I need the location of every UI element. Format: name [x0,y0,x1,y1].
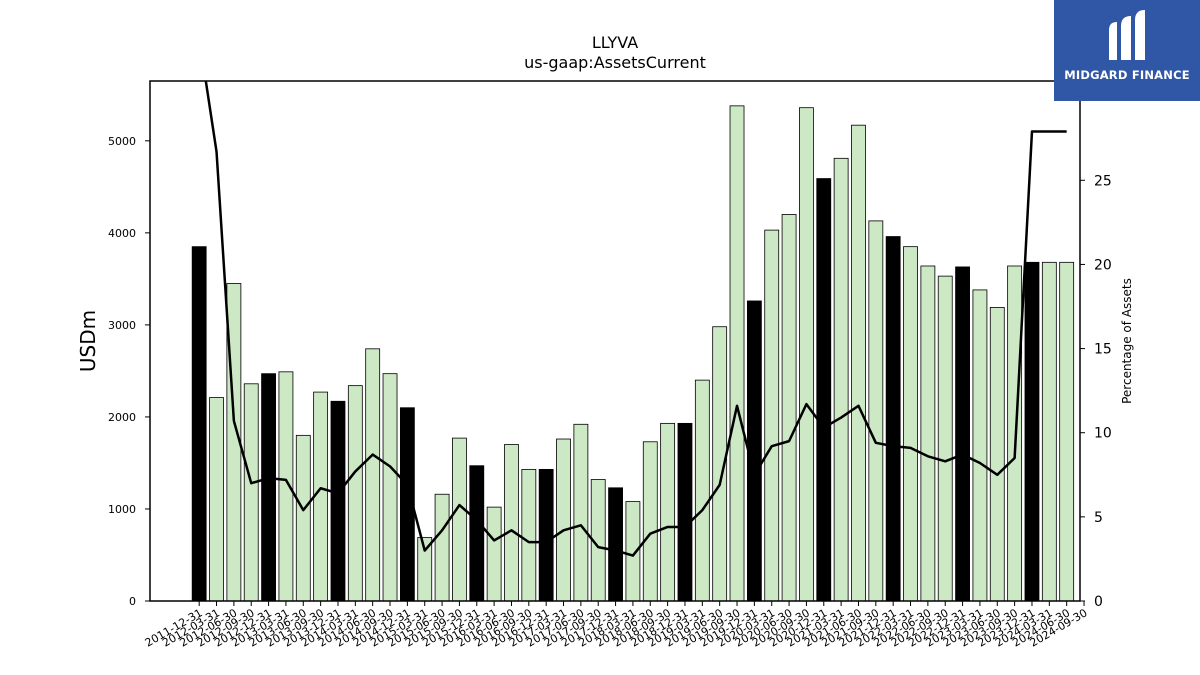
right-axis: 051015202530 [1080,89,1112,610]
bar [868,220,884,602]
bar [452,437,467,602]
brand-logo: MIDGARD FINANCE [1054,0,1200,101]
bar [955,266,970,602]
bar [903,246,918,602]
y-tick-label: 0 [129,595,136,608]
bar [937,275,953,602]
bar [885,236,901,602]
chart-subtitle: us-gaap:AssetsCurrent [524,53,706,72]
y2-tick-label: 5 [1094,510,1103,526]
y2-tick-label: 10 [1094,426,1112,442]
percentage-line [204,81,1067,557]
bar [521,468,537,602]
y-tick-label: 4000 [108,227,136,240]
x-axis: 2011-12-312012-03-312012-06-302012-09-30… [143,601,1090,650]
bar [1024,261,1040,602]
bar [295,434,311,602]
y2-axis-label: Percentage of Assets [1120,278,1134,404]
bar [989,307,1005,602]
bar [573,423,589,602]
bar [330,400,346,602]
bar [261,373,276,602]
midgard-logo-icon [1109,10,1145,60]
bar [243,383,259,602]
y-axis-label: USDm [76,310,100,372]
bar [469,465,485,602]
bar [799,107,814,602]
bar [694,379,710,602]
bar [729,105,745,602]
bar [209,397,224,602]
chart-title: LLYVA [592,33,638,52]
bar [538,468,554,602]
y2-tick-label: 0 [1094,594,1103,610]
y-tick-label: 2000 [108,411,136,424]
bar [851,124,866,602]
bar [504,444,519,602]
bar [764,229,780,602]
bar [660,422,676,602]
bar [833,157,849,602]
bar [1041,261,1057,602]
bar [677,422,693,602]
bar [556,438,571,602]
y-tick-label: 5000 [108,135,136,148]
bar [642,441,658,602]
bar-series [191,105,1075,602]
left-axis: 0 1000 2000 3000 4000 5000 [108,135,150,608]
bar [434,493,450,602]
bar [191,246,207,602]
bar [608,487,623,602]
bar [382,373,398,602]
bar [365,348,381,602]
bar [920,265,936,602]
bar [816,178,832,602]
bar [1059,261,1075,602]
bar [972,289,988,602]
brand-name: MIDGARD FINANCE [1064,68,1190,82]
y2-tick-label: 15 [1094,342,1112,358]
bar [1007,265,1023,602]
percentage-line-series [204,81,1067,557]
bar [781,214,797,602]
y-tick-label: 3000 [108,319,136,332]
bar [313,391,329,602]
bar [347,385,363,602]
y2-tick-label: 25 [1094,173,1112,189]
y2-tick-label: 20 [1094,257,1112,273]
plot-frame [149,80,1081,602]
bar [486,506,502,602]
y-tick-label: 1000 [108,503,136,516]
